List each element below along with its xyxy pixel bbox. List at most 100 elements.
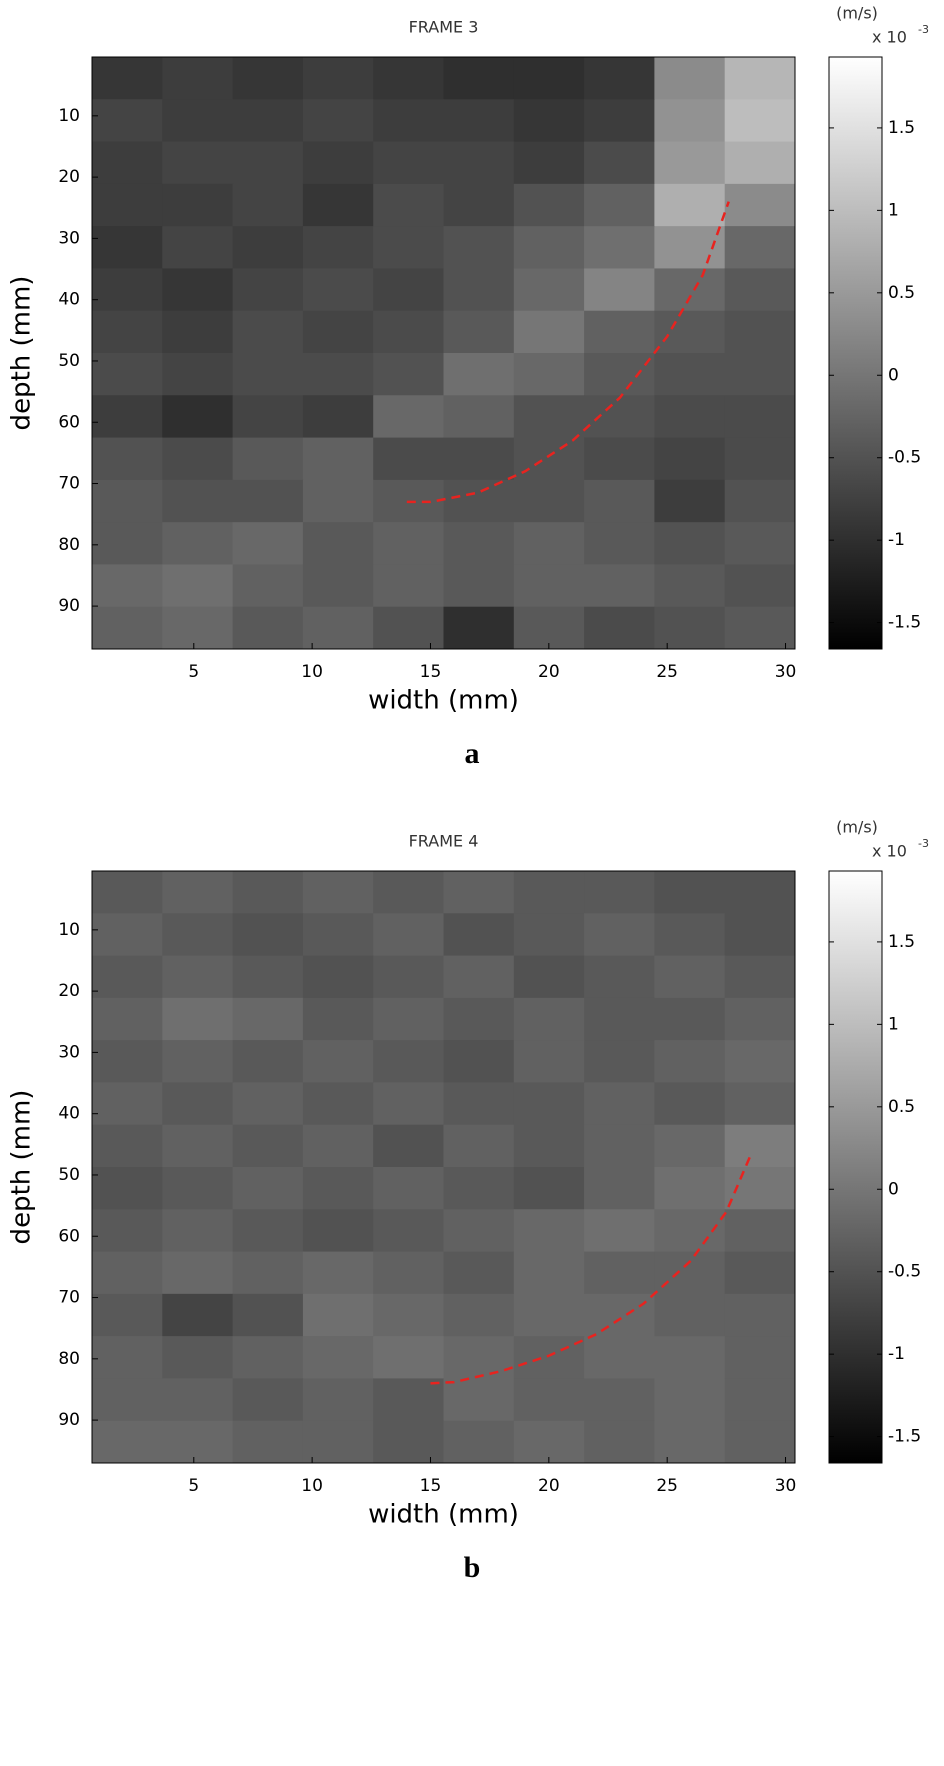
y-tick-label: 20 <box>58 167 80 187</box>
heatmap-cell <box>232 1251 304 1295</box>
heatmap-cell <box>513 522 585 565</box>
heatmap-cell <box>373 226 444 269</box>
heatmap-cell <box>724 99 796 143</box>
heatmap-cell <box>302 395 374 439</box>
colorbar-tick-label: 0 <box>888 365 899 385</box>
y-tick-label: 70 <box>58 474 80 494</box>
heatmap-cell <box>584 99 655 143</box>
heatmap-cell <box>654 1040 726 1083</box>
heatmap-cell <box>654 913 726 957</box>
heatmap-cell <box>513 871 585 914</box>
heatmap-cell <box>302 997 374 1041</box>
colorbar-tick-label: 1 <box>888 1014 899 1034</box>
heatmap-cell <box>513 99 585 143</box>
heatmap-cell <box>92 1336 163 1379</box>
heatmap-cell <box>232 226 304 269</box>
heatmap-cell <box>92 395 163 439</box>
heatmap-cell <box>513 1293 585 1337</box>
heatmap-cell <box>724 955 796 999</box>
heatmap-cell <box>654 955 726 999</box>
heatmap-cell <box>92 997 163 1041</box>
heatmap-cell <box>584 913 655 957</box>
heatmap-cell <box>302 1167 374 1210</box>
y-tick-label: 20 <box>58 981 80 1001</box>
colorbar-unit: (m/s) <box>836 4 878 23</box>
heatmap-cell <box>513 606 585 650</box>
heatmap-cell <box>443 1336 515 1379</box>
heatmap-cell <box>162 353 234 396</box>
heatmap-cell <box>724 268 796 312</box>
heatmap-cell <box>513 1040 585 1083</box>
heatmap-cell <box>232 1209 304 1253</box>
colorbar-tick-label: 1.5 <box>888 118 915 138</box>
heatmap-cell <box>584 437 655 481</box>
heatmap-cell <box>92 955 163 999</box>
x-tick-label: 25 <box>656 662 678 682</box>
heatmap-cell <box>724 183 796 227</box>
panel-label: a <box>465 737 480 770</box>
heatmap-cell <box>162 871 234 914</box>
y-tick-label: 30 <box>58 228 80 248</box>
heatmap-cell <box>654 606 726 650</box>
heatmap-cell <box>302 57 374 100</box>
heatmap-cell <box>373 1420 444 1464</box>
heatmap-cell <box>92 606 163 650</box>
x-tick-label: 20 <box>538 662 560 682</box>
heatmap-cell <box>584 1420 655 1464</box>
heatmap-cell <box>443 1124 515 1168</box>
y-tick-label: 60 <box>58 1226 80 1246</box>
heatmap-cell <box>513 1167 585 1210</box>
heatmap-cell <box>232 1167 304 1210</box>
heatmap-cell <box>232 1378 304 1422</box>
heatmap-cell <box>232 1420 304 1464</box>
plot-frame <box>91 870 796 1464</box>
heatmap-cell <box>92 1420 163 1464</box>
heatmap-cell <box>584 1293 655 1337</box>
heatmap-cell <box>584 1378 655 1422</box>
heatmap-cell <box>584 1336 655 1379</box>
heatmap-cell <box>162 99 234 143</box>
heatmap-cell <box>302 310 374 354</box>
heatmap-cell <box>724 871 796 914</box>
heatmap-cell <box>92 871 163 914</box>
heatmap-cell <box>92 913 163 957</box>
heatmap-cell <box>654 310 726 354</box>
heatmap-cell <box>232 606 304 650</box>
colorbar-tick-label: 1.5 <box>888 932 915 952</box>
heatmap-cell <box>513 395 585 439</box>
heatmap-cell <box>724 1378 796 1422</box>
heatmap-cell <box>302 226 374 269</box>
heatmap-cell <box>373 395 444 439</box>
heatmap-cell <box>654 564 726 608</box>
heatmap-cell <box>724 310 796 354</box>
heatmap-cell <box>513 564 585 608</box>
heatmap-cell <box>654 479 726 523</box>
heatmap-cell <box>513 913 585 957</box>
y-tick-label: 40 <box>58 1104 80 1124</box>
heatmap-cell <box>513 1420 585 1464</box>
heatmap-cell <box>92 141 163 185</box>
heatmap-cell <box>443 913 515 957</box>
boundary-curve <box>406 201 730 504</box>
colorbar-tick-label: 1 <box>888 200 899 220</box>
heatmap-cell <box>654 1167 726 1210</box>
heatmap-cell <box>513 141 585 185</box>
boundary-curve <box>430 1156 752 1385</box>
heatmap-cell <box>443 1420 515 1464</box>
heatmap-cell <box>443 606 515 650</box>
y-tick-label: 90 <box>58 596 80 616</box>
heatmap-cell <box>443 310 515 354</box>
heatmap-cell <box>162 1336 234 1379</box>
heatmap-cell <box>162 1124 234 1168</box>
heatmap-cell <box>513 1336 585 1379</box>
heatmap-cell <box>373 437 444 481</box>
heatmap-cell <box>443 997 515 1041</box>
heatmap-cell <box>162 913 234 957</box>
heatmap-cell <box>162 1209 234 1253</box>
heatmap-cell <box>654 1420 726 1464</box>
heatmap-cell <box>92 226 163 269</box>
heatmap-cell <box>162 479 234 523</box>
heatmap-cell <box>654 522 726 565</box>
heatmap-cell <box>654 1209 726 1253</box>
